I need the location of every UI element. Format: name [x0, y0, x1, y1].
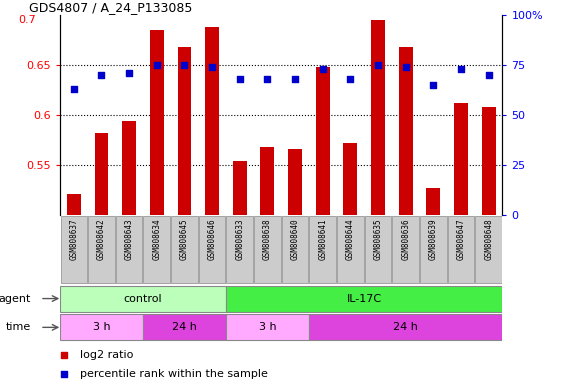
Point	[373, 62, 383, 68]
Text: GSM808646: GSM808646	[208, 218, 216, 260]
Point	[152, 62, 162, 68]
FancyBboxPatch shape	[227, 217, 253, 283]
Point	[69, 86, 78, 92]
Point	[235, 76, 244, 82]
FancyBboxPatch shape	[226, 286, 502, 311]
FancyBboxPatch shape	[143, 217, 170, 283]
Point	[484, 72, 493, 78]
FancyBboxPatch shape	[392, 217, 419, 283]
Text: GDS4807 / A_24_P133085: GDS4807 / A_24_P133085	[29, 1, 192, 14]
Text: GSM808640: GSM808640	[291, 218, 300, 260]
Text: agent: agent	[0, 293, 31, 304]
Bar	[233, 161, 247, 215]
Text: IL-17C: IL-17C	[347, 293, 382, 304]
Text: 3 h: 3 h	[259, 322, 276, 333]
FancyBboxPatch shape	[199, 217, 226, 283]
Bar	[205, 27, 219, 215]
Bar	[178, 47, 191, 215]
FancyBboxPatch shape	[448, 217, 475, 283]
Text: control: control	[123, 293, 162, 304]
FancyBboxPatch shape	[337, 217, 364, 283]
FancyBboxPatch shape	[116, 217, 142, 283]
Bar	[427, 188, 440, 215]
Text: GSM808639: GSM808639	[429, 218, 438, 260]
Point	[401, 64, 410, 70]
Point	[317, 275, 326, 281]
Bar	[288, 149, 302, 215]
Point	[429, 82, 438, 88]
Bar	[371, 20, 385, 215]
Bar	[122, 121, 136, 215]
Text: GSM808636: GSM808636	[401, 218, 410, 260]
FancyBboxPatch shape	[60, 314, 143, 340]
Text: GSM808635: GSM808635	[373, 218, 383, 260]
Bar	[260, 147, 274, 215]
Point	[456, 66, 465, 72]
Bar	[482, 107, 496, 215]
FancyBboxPatch shape	[60, 286, 226, 311]
Text: GSM808644: GSM808644	[346, 218, 355, 260]
Text: GSM808637: GSM808637	[69, 218, 78, 260]
Text: 24 h: 24 h	[393, 322, 418, 333]
Text: log2 ratio: log2 ratio	[80, 350, 133, 360]
FancyBboxPatch shape	[171, 217, 198, 283]
Bar	[95, 133, 108, 215]
FancyBboxPatch shape	[309, 314, 502, 340]
Text: GSM808634: GSM808634	[152, 218, 161, 260]
Point	[180, 62, 189, 68]
FancyBboxPatch shape	[365, 217, 391, 283]
Point	[124, 70, 134, 76]
FancyBboxPatch shape	[226, 314, 309, 340]
Bar	[316, 67, 329, 215]
Bar	[67, 194, 81, 215]
Point	[346, 76, 355, 82]
Text: GSM808647: GSM808647	[456, 218, 465, 260]
Text: 3 h: 3 h	[93, 322, 110, 333]
FancyBboxPatch shape	[143, 314, 226, 340]
Point	[317, 100, 326, 106]
Bar	[150, 30, 164, 215]
Text: GSM808642: GSM808642	[97, 218, 106, 260]
Bar	[454, 103, 468, 215]
Text: GSM808641: GSM808641	[318, 218, 327, 260]
FancyBboxPatch shape	[282, 217, 308, 283]
Text: GSM808643: GSM808643	[124, 218, 134, 260]
Text: GSM808645: GSM808645	[180, 218, 189, 260]
Text: 0.7: 0.7	[18, 15, 35, 25]
FancyBboxPatch shape	[476, 217, 502, 283]
Text: GSM808638: GSM808638	[263, 218, 272, 260]
Bar	[343, 143, 357, 215]
Point	[97, 72, 106, 78]
Point	[263, 76, 272, 82]
Point	[291, 76, 300, 82]
FancyBboxPatch shape	[420, 217, 447, 283]
FancyBboxPatch shape	[309, 217, 336, 283]
Text: percentile rank within the sample: percentile rank within the sample	[80, 369, 268, 379]
Text: GSM808648: GSM808648	[484, 218, 493, 260]
FancyBboxPatch shape	[61, 217, 87, 283]
Text: GSM808633: GSM808633	[235, 218, 244, 260]
Text: time: time	[6, 322, 31, 333]
FancyBboxPatch shape	[88, 217, 115, 283]
FancyBboxPatch shape	[254, 217, 281, 283]
Point	[207, 64, 216, 70]
Text: 24 h: 24 h	[172, 322, 197, 333]
Point	[318, 66, 327, 72]
Bar	[399, 47, 413, 215]
